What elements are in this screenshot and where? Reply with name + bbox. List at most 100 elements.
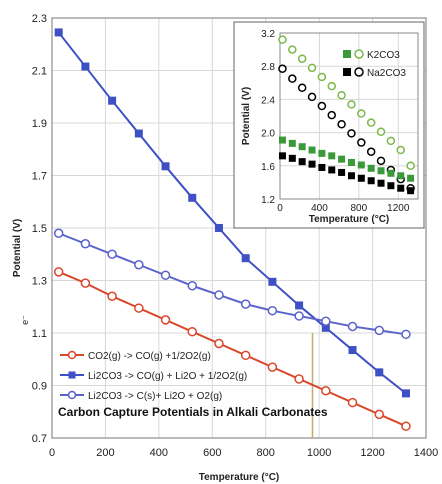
inset-series-2-point-10 [377,167,385,175]
inset-series-2-point-5 [328,152,336,160]
inset-legend-label-na2co3: Na2CO3 [367,68,406,79]
main-series-0-point-2 [107,291,117,301]
inset-series-1-point-10 [376,156,386,166]
legend-swatch-marker-li2co3-co [68,371,76,379]
main-ytick-8: 2.3 [32,13,47,25]
main-series-1-point-10 [321,323,330,332]
main-xtick-0: 0 [49,447,55,459]
inset-series-3-point-9 [367,177,375,185]
inset-series-3-point-7 [347,172,355,180]
main-ytick-0: 0.7 [32,433,47,445]
inset-legend-entry-k2co3: K2CO3 [343,49,400,61]
main-series-0-point-5 [187,326,197,337]
inset-y-axis-title: Potential (V) [241,87,252,145]
inset-ytick-3: 2.4 [261,95,275,106]
inset-series-2-point-4 [318,149,326,157]
inset-series-2-point-1 [288,139,296,147]
main-series-2-point-4 [160,270,171,280]
inset-y-tick-labels: 1.2 1.6 2.0 2.4 2.8 3.2 [261,29,275,206]
main-series-0-point-13 [401,421,411,431]
inset-series-3-point-10 [377,179,385,187]
inset-ytick-4: 2.8 [261,62,275,73]
inset-xtick-1: 400 [311,203,328,214]
inset-series-1-point-0 [278,64,287,73]
main-ytick-5: 1.7 [32,171,47,183]
inset-ytick-5: 3.2 [261,29,275,40]
main-y-tick-labels: 0.7 0.9 1.1 1.3 1.5 1.7 1.9 2.1 2.3 [32,13,47,445]
main-xtick-3: 600 [203,447,221,459]
main-series-1-point-6 [214,224,223,232]
legend-label-li2co3-c: Li2CO3 -> C(s)+ Li2O + O2(g) [88,391,222,402]
inset-plot-frame [279,32,419,200]
main-series-1-point-11 [348,346,357,355]
inset-series-1-point-9 [366,147,376,156]
main-series-2-point-5 [187,281,197,291]
legend-entry-li2co3-co: Li2CO3 -> CO(g) + Li2O + 1/2O2(g) [60,371,247,382]
inset-legend-filled-na2co3 [343,68,351,76]
main-series-0-line [58,270,407,428]
main-series-1-point-7 [241,254,250,263]
inset-series-1-point-7 [347,129,356,138]
main-xtick-7: 1400 [414,447,438,459]
inset-series-2-point-11 [387,169,395,177]
inset-series-3-point-8 [357,174,365,182]
main-ytick-4: 1.5 [32,223,47,235]
main-series-1-point-2 [108,96,117,105]
inset-series-3-point-3 [308,160,316,168]
inset-series-3-point-4 [318,163,326,171]
inset-legend-open-k2co3 [354,49,364,59]
main-series-2-point-8 [267,305,278,316]
inset-series-0-point-3 [307,63,317,73]
main-series-2-point-13 [401,329,411,340]
inset-series-0-point-1 [288,45,297,54]
inset-legend-label-k2co3: K2CO3 [367,50,400,61]
main-series-1-point-12 [375,368,384,377]
inset-series-1-point-5 [327,110,336,120]
main-xtick-1: 200 [96,447,114,459]
main-series-0-point-1 [80,278,91,288]
main-series-group [53,28,411,431]
main-y-axis-title: Potential (V) [12,219,23,277]
main-xtick-4: 800 [257,447,275,459]
inset-series-0-point-2 [297,54,307,63]
inset-series-0-point-4 [317,72,327,82]
inset-series-3-point-1 [288,154,296,162]
inset-xtick-0: 0 [277,203,283,214]
main-series-1-point-13 [401,389,410,398]
main-xtick-5: 1000 [307,447,331,459]
main-series-2-point-0 [53,228,64,238]
main-series-0-point-3 [134,303,144,313]
inset-series-3-point-0 [278,152,286,160]
main-legend: CO2(g) -> CO(g) +1/2O2(g) Li2CO3 -> CO(g… [60,350,247,402]
inset-series-group [278,35,415,195]
inset-series-2-point-2 [298,143,306,151]
inset-x-axis-title: Temperature (°C) [309,214,390,225]
main-series-0-point-0 [53,267,64,277]
inset-series-0-point-12 [396,145,405,155]
inset-series-0-point-11 [386,136,396,146]
inset-chart: 1.2 1.6 2.0 2.4 2.8 3.2 0 400 800 1200 Potential… [233,21,425,229]
legend-entry-li2co3-c: Li2CO3 -> C(s)+ Li2O + O2(g) [60,390,222,402]
main-series-1-point-0 [54,28,63,37]
main-ytick-7: 2.1 [32,66,47,78]
main-series-1-point-4 [161,162,170,171]
main-series-1-point-1 [81,62,90,71]
inset-series-1-point-1 [288,74,297,83]
main-series-1-point-8 [268,277,277,286]
inset-series-0-point-5 [327,81,336,91]
inset-series-3-point-13 [407,187,415,195]
main-series-2-point-12 [374,325,384,336]
main-series-2-line [58,232,407,336]
main-series-0-point-7 [240,350,251,361]
inset-series-2-point-3 [308,146,316,154]
inset-legend-filled-k2co3 [343,50,351,58]
main-series-0-point-6 [214,338,224,349]
inset-series-1-point-2 [297,83,307,93]
main-x-tick-labels: 0 200 400 600 800 1000 1200 1400 [49,447,438,459]
inset-ytick-2: 2.0 [261,129,275,140]
inset-series-0-point-10 [376,127,386,137]
main-series-2-point-11 [347,321,358,332]
main-series-2-point-2 [107,249,117,259]
main-series-0-point-8 [267,362,278,372]
